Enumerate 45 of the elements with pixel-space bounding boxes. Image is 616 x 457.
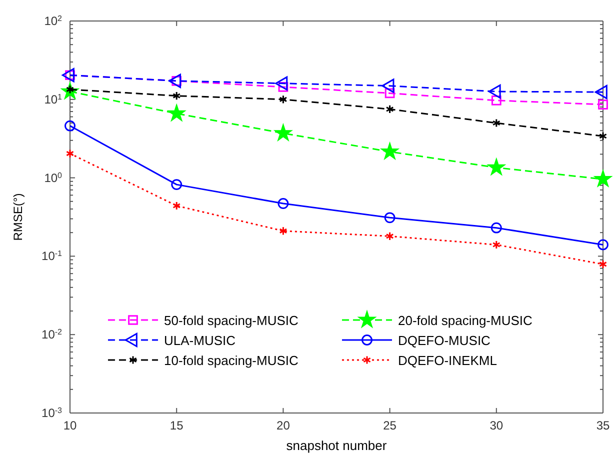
point	[490, 222, 502, 234]
y-tick-label: 10$^{-1}$	[42, 248, 63, 264]
point	[598, 132, 608, 141]
x-tick-label: 10	[63, 418, 77, 433]
legend-label: 50-fold spacing-MUSIC	[164, 313, 298, 328]
point	[386, 104, 394, 114]
point	[278, 198, 289, 209]
point	[386, 232, 394, 241]
x-tick-label: 30	[490, 418, 504, 433]
point	[172, 91, 181, 100]
x-tick-label: 35	[596, 418, 610, 433]
point	[594, 170, 612, 186]
point	[492, 118, 500, 128]
point	[492, 240, 500, 250]
point	[64, 120, 76, 132]
point	[172, 201, 181, 210]
x-tick-label: 25	[383, 418, 397, 433]
y-tick-label: 10$^{-2}$	[42, 327, 63, 342]
x-tick-label: 15	[170, 418, 184, 433]
y-tick-label: 10$^{-3}$	[42, 406, 63, 420]
legend-label: 20-fold spacing-MUSIC	[398, 313, 532, 328]
point	[279, 226, 288, 236]
point	[384, 212, 396, 224]
point	[488, 158, 505, 175]
y-axis-title: RMSE(°)	[11, 193, 25, 241]
point	[384, 88, 395, 98]
legend-label: 10-fold spacing-MUSIC	[164, 353, 298, 368]
point	[66, 148, 74, 158]
x-tick-label: 20	[276, 418, 290, 433]
point	[171, 179, 182, 190]
point	[279, 94, 288, 104]
y-tick-label: 10$^{0}$	[44, 170, 63, 185]
point	[598, 100, 608, 110]
point	[382, 143, 398, 159]
y-tick-label: 10$^{1}$	[44, 92, 63, 106]
legend-label: DQEFO-INEKML	[398, 353, 497, 368]
legend-label: ULA-MUSIC	[164, 333, 236, 348]
point	[274, 124, 292, 140]
y-tick-label: 10$^{2}$	[44, 14, 63, 28]
point	[168, 104, 185, 121]
point	[491, 96, 502, 106]
point	[598, 260, 608, 269]
point	[598, 239, 608, 250]
legend-label: DQEFO-MUSIC	[398, 333, 490, 348]
x-axis-title: snapshot number	[286, 438, 388, 453]
